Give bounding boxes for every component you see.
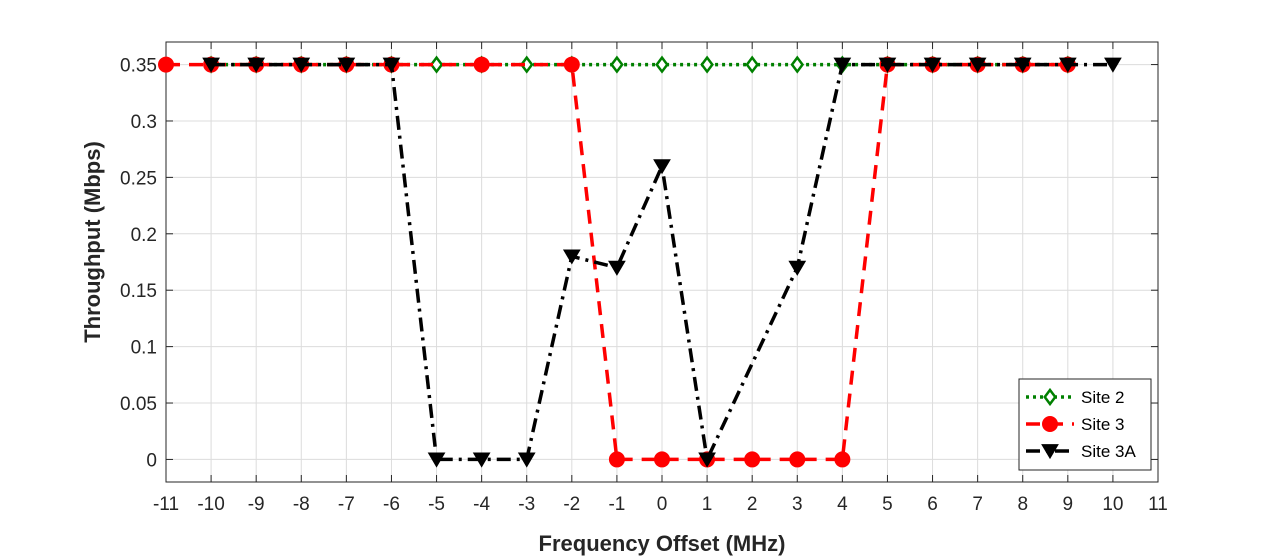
legend-marker <box>1042 416 1058 432</box>
x-tick-label: 3 <box>792 494 803 515</box>
x-tick-label: -7 <box>338 494 355 515</box>
data-point <box>382 57 401 73</box>
x-tick-label: 7 <box>972 494 983 515</box>
data-point <box>562 249 581 265</box>
data-point <box>790 55 805 74</box>
legend-label: Site 3 <box>1081 415 1124 434</box>
data-point <box>473 56 490 73</box>
data-point <box>610 55 624 74</box>
legend-item: Site 3 <box>1026 415 1124 434</box>
data-point <box>878 57 897 73</box>
data-point <box>700 55 714 74</box>
data-point <box>427 452 446 468</box>
x-tick-label: -2 <box>563 494 580 515</box>
data-point <box>292 57 311 73</box>
data-point <box>655 55 669 74</box>
x-axis-label: Frequency Offset (MHz) <box>539 531 786 556</box>
axis-ticks: -11 -10 -9 -8 -7 -6 -5 -4 -3 -2 -1 0 1 2 3 4 5 6 7 8 9 10 1100… <box>120 42 1168 515</box>
legend-item: Site 3A <box>1026 442 1136 461</box>
x-tick-label: 0 <box>657 494 668 515</box>
y-tick-label: 0.1 <box>131 338 157 359</box>
y-tick-label: 0.35 <box>120 56 157 77</box>
data-point <box>247 57 266 73</box>
legend-marker <box>1041 444 1059 460</box>
y-tick-label: 0.25 <box>120 168 157 189</box>
series-site-3 <box>158 56 1076 468</box>
data-point <box>472 452 491 468</box>
legend-item: Site 2 <box>1026 387 1124 407</box>
legend: Site 2 Site 3 Site 3A <box>1018 378 1152 471</box>
data-point <box>834 451 851 468</box>
data-point <box>519 55 534 74</box>
series-layer <box>158 55 1122 468</box>
series-line <box>211 62 1113 462</box>
data-point <box>789 451 806 468</box>
x-tick-label: -11 <box>153 494 179 515</box>
x-tick-label: -5 <box>428 494 445 515</box>
data-point <box>429 55 444 74</box>
y-tick-label: 0.2 <box>131 225 157 246</box>
data-point <box>833 57 852 73</box>
x-tick-label: 11 <box>1148 494 1168 515</box>
legend-label: Site 2 <box>1081 388 1124 407</box>
data-point <box>158 56 174 73</box>
data-point <box>608 451 625 468</box>
data-point <box>1013 57 1032 73</box>
data-point <box>788 260 807 276</box>
data-point <box>1058 57 1077 73</box>
data-point <box>608 260 626 276</box>
y-tick-label: 0 <box>146 450 157 471</box>
data-point <box>744 451 761 468</box>
x-tick-label: 5 <box>882 494 893 515</box>
y-axis-label: Throughput (Mbps) <box>80 141 105 343</box>
data-point <box>968 57 987 73</box>
data-point <box>202 57 220 73</box>
y-tick-label: 0.05 <box>120 394 157 415</box>
x-tick-label: -3 <box>518 494 535 515</box>
y-tick-label: 0.3 <box>131 112 157 133</box>
x-tick-label: 1 <box>702 494 713 515</box>
x-tick-label: -9 <box>248 494 265 515</box>
x-tick-label: 10 <box>1102 494 1123 515</box>
x-tick-label: 4 <box>837 494 848 515</box>
data-point <box>337 57 356 73</box>
data-point <box>563 56 580 73</box>
x-tick-label: 9 <box>1063 494 1074 515</box>
x-tick-label: -4 <box>473 494 490 515</box>
x-tick-label: -8 <box>293 494 310 515</box>
x-tick-label: -1 <box>608 494 625 515</box>
legend-label: Site 3A <box>1081 442 1136 461</box>
x-tick-label: -6 <box>383 494 400 515</box>
data-point <box>698 452 716 468</box>
legend-box <box>1018 378 1152 471</box>
data-point <box>653 159 671 175</box>
data-point <box>1104 57 1122 73</box>
data-point <box>517 452 536 468</box>
x-tick-label: 8 <box>1017 494 1028 515</box>
y-tick-label: 0.15 <box>120 281 157 302</box>
data-point <box>654 451 670 468</box>
grid <box>165 42 1159 482</box>
x-tick-label: -10 <box>197 494 224 515</box>
legend-marker <box>1043 387 1057 407</box>
x-tick-label: 6 <box>927 494 938 515</box>
x-tick-label: 2 <box>747 494 758 515</box>
data-point <box>745 55 759 74</box>
data-point <box>923 57 942 73</box>
series-site-3a <box>202 57 1122 468</box>
